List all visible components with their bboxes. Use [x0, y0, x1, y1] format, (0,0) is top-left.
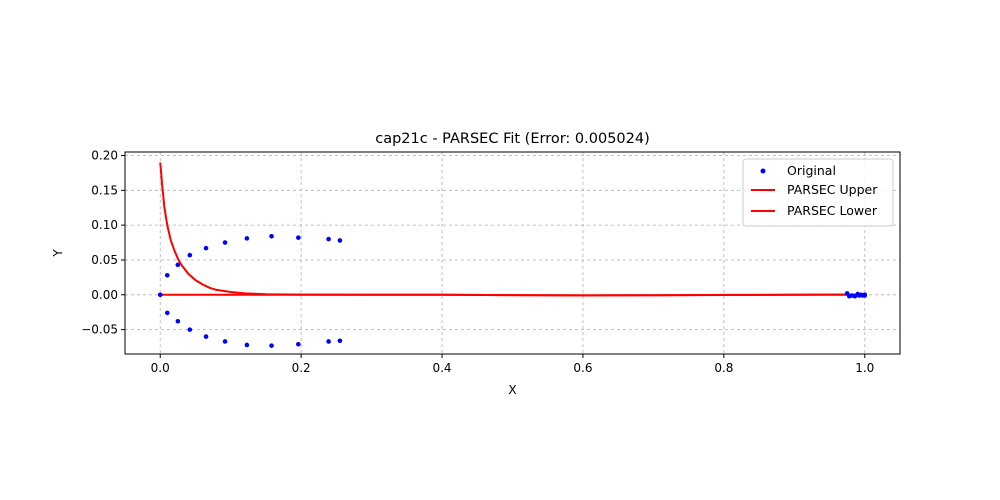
y-tick-label: 0.00	[91, 288, 118, 302]
x-tick-label: 0.8	[714, 361, 733, 375]
scatter-point	[326, 339, 331, 344]
x-axis-label: X	[508, 383, 516, 397]
y-tick-label: 0.15	[91, 183, 118, 197]
scatter-point	[862, 293, 868, 298]
chart-title: cap21c - PARSEC Fit (Error: 0.005024)	[375, 131, 650, 147]
scatter-point	[164, 272, 170, 278]
legend-label-parsec-lower: PARSEC Lower	[787, 203, 878, 218]
legend-box	[742, 158, 894, 227]
scatter-point	[269, 343, 274, 348]
legend: Original PARSEC Upper PARSEC Lower	[742, 158, 894, 227]
x-tick-label: 0.4	[432, 361, 451, 375]
scatter-point	[175, 262, 181, 268]
y-tick-label: 0.10	[91, 218, 118, 232]
x-tick-label: 0.2	[292, 361, 311, 375]
legend-marker-original	[760, 168, 766, 174]
scatter-point	[175, 318, 181, 324]
series-layer	[157, 162, 868, 348]
scatter-point	[296, 235, 301, 240]
axes-frame	[124, 151, 901, 355]
y-axis-label: Y	[51, 249, 65, 258]
grid	[125, 152, 900, 354]
scatter-point	[157, 292, 163, 298]
x-tick-label: 0.6	[573, 361, 592, 375]
scatter-point	[244, 236, 250, 241]
y-tick-label: 0.05	[91, 253, 118, 267]
scatter-point	[203, 245, 209, 251]
scatter-point	[244, 342, 250, 348]
series-line-parsec-lower	[160, 293, 865, 297]
scatter-point	[296, 341, 301, 347]
legend-label-parsec-upper: PARSEC Upper	[787, 182, 878, 197]
scatter-point	[187, 327, 193, 332]
scatter-point	[337, 338, 343, 344]
scatter-point	[326, 236, 331, 242]
x-tick-label: 0.0	[151, 361, 170, 375]
scatter-point	[222, 339, 228, 344]
y-tick-label: −0.05	[81, 323, 118, 337]
scatter-point	[187, 252, 193, 258]
legend-label-original: Original	[787, 163, 836, 178]
scatter-point	[203, 334, 209, 339]
y-tick-label: 0.20	[91, 148, 118, 162]
scatter-point	[269, 233, 274, 239]
scatter-point	[337, 238, 343, 243]
scatter-point	[164, 310, 170, 316]
x-tick-label: 1.0	[855, 361, 874, 375]
scatter-point	[222, 240, 228, 245]
ticks: 0.0 0.2 0.4 0.6 0.8 1.0 −0.05 0.00 0.05 0.10 0.15 0…	[81, 148, 874, 375]
